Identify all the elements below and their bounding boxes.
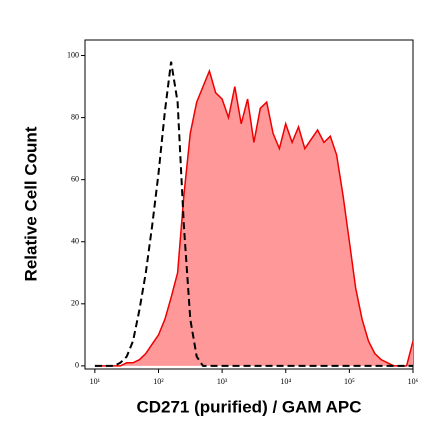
line: [94, 68, 414, 367]
x-tick-label: 10¹: [90, 377, 101, 386]
line: [94, 61, 413, 367]
plot-frame: [84, 39, 414, 370]
y-tick-label: 60: [71, 174, 79, 183]
x-tick-label: 10³: [217, 377, 228, 386]
y-tick-label: 100: [67, 50, 79, 59]
x-tick-label: 10⁶: [408, 377, 419, 386]
y-tick-label: 20: [71, 299, 79, 308]
area-fill: [94, 71, 414, 366]
x-axis-label: CD271 (purified) / GAM APC: [136, 397, 361, 416]
y-tick-label: 0: [75, 361, 79, 370]
x-tick-label: 10⁴: [280, 377, 291, 386]
x-tick-label: 10⁵: [344, 377, 355, 386]
x-tick-label: 10²: [153, 377, 164, 386]
y-tick-label: 80: [71, 112, 79, 121]
y-tick-label: 40: [71, 237, 79, 246]
y-axis-label: Relative Cell Count: [21, 126, 40, 281]
